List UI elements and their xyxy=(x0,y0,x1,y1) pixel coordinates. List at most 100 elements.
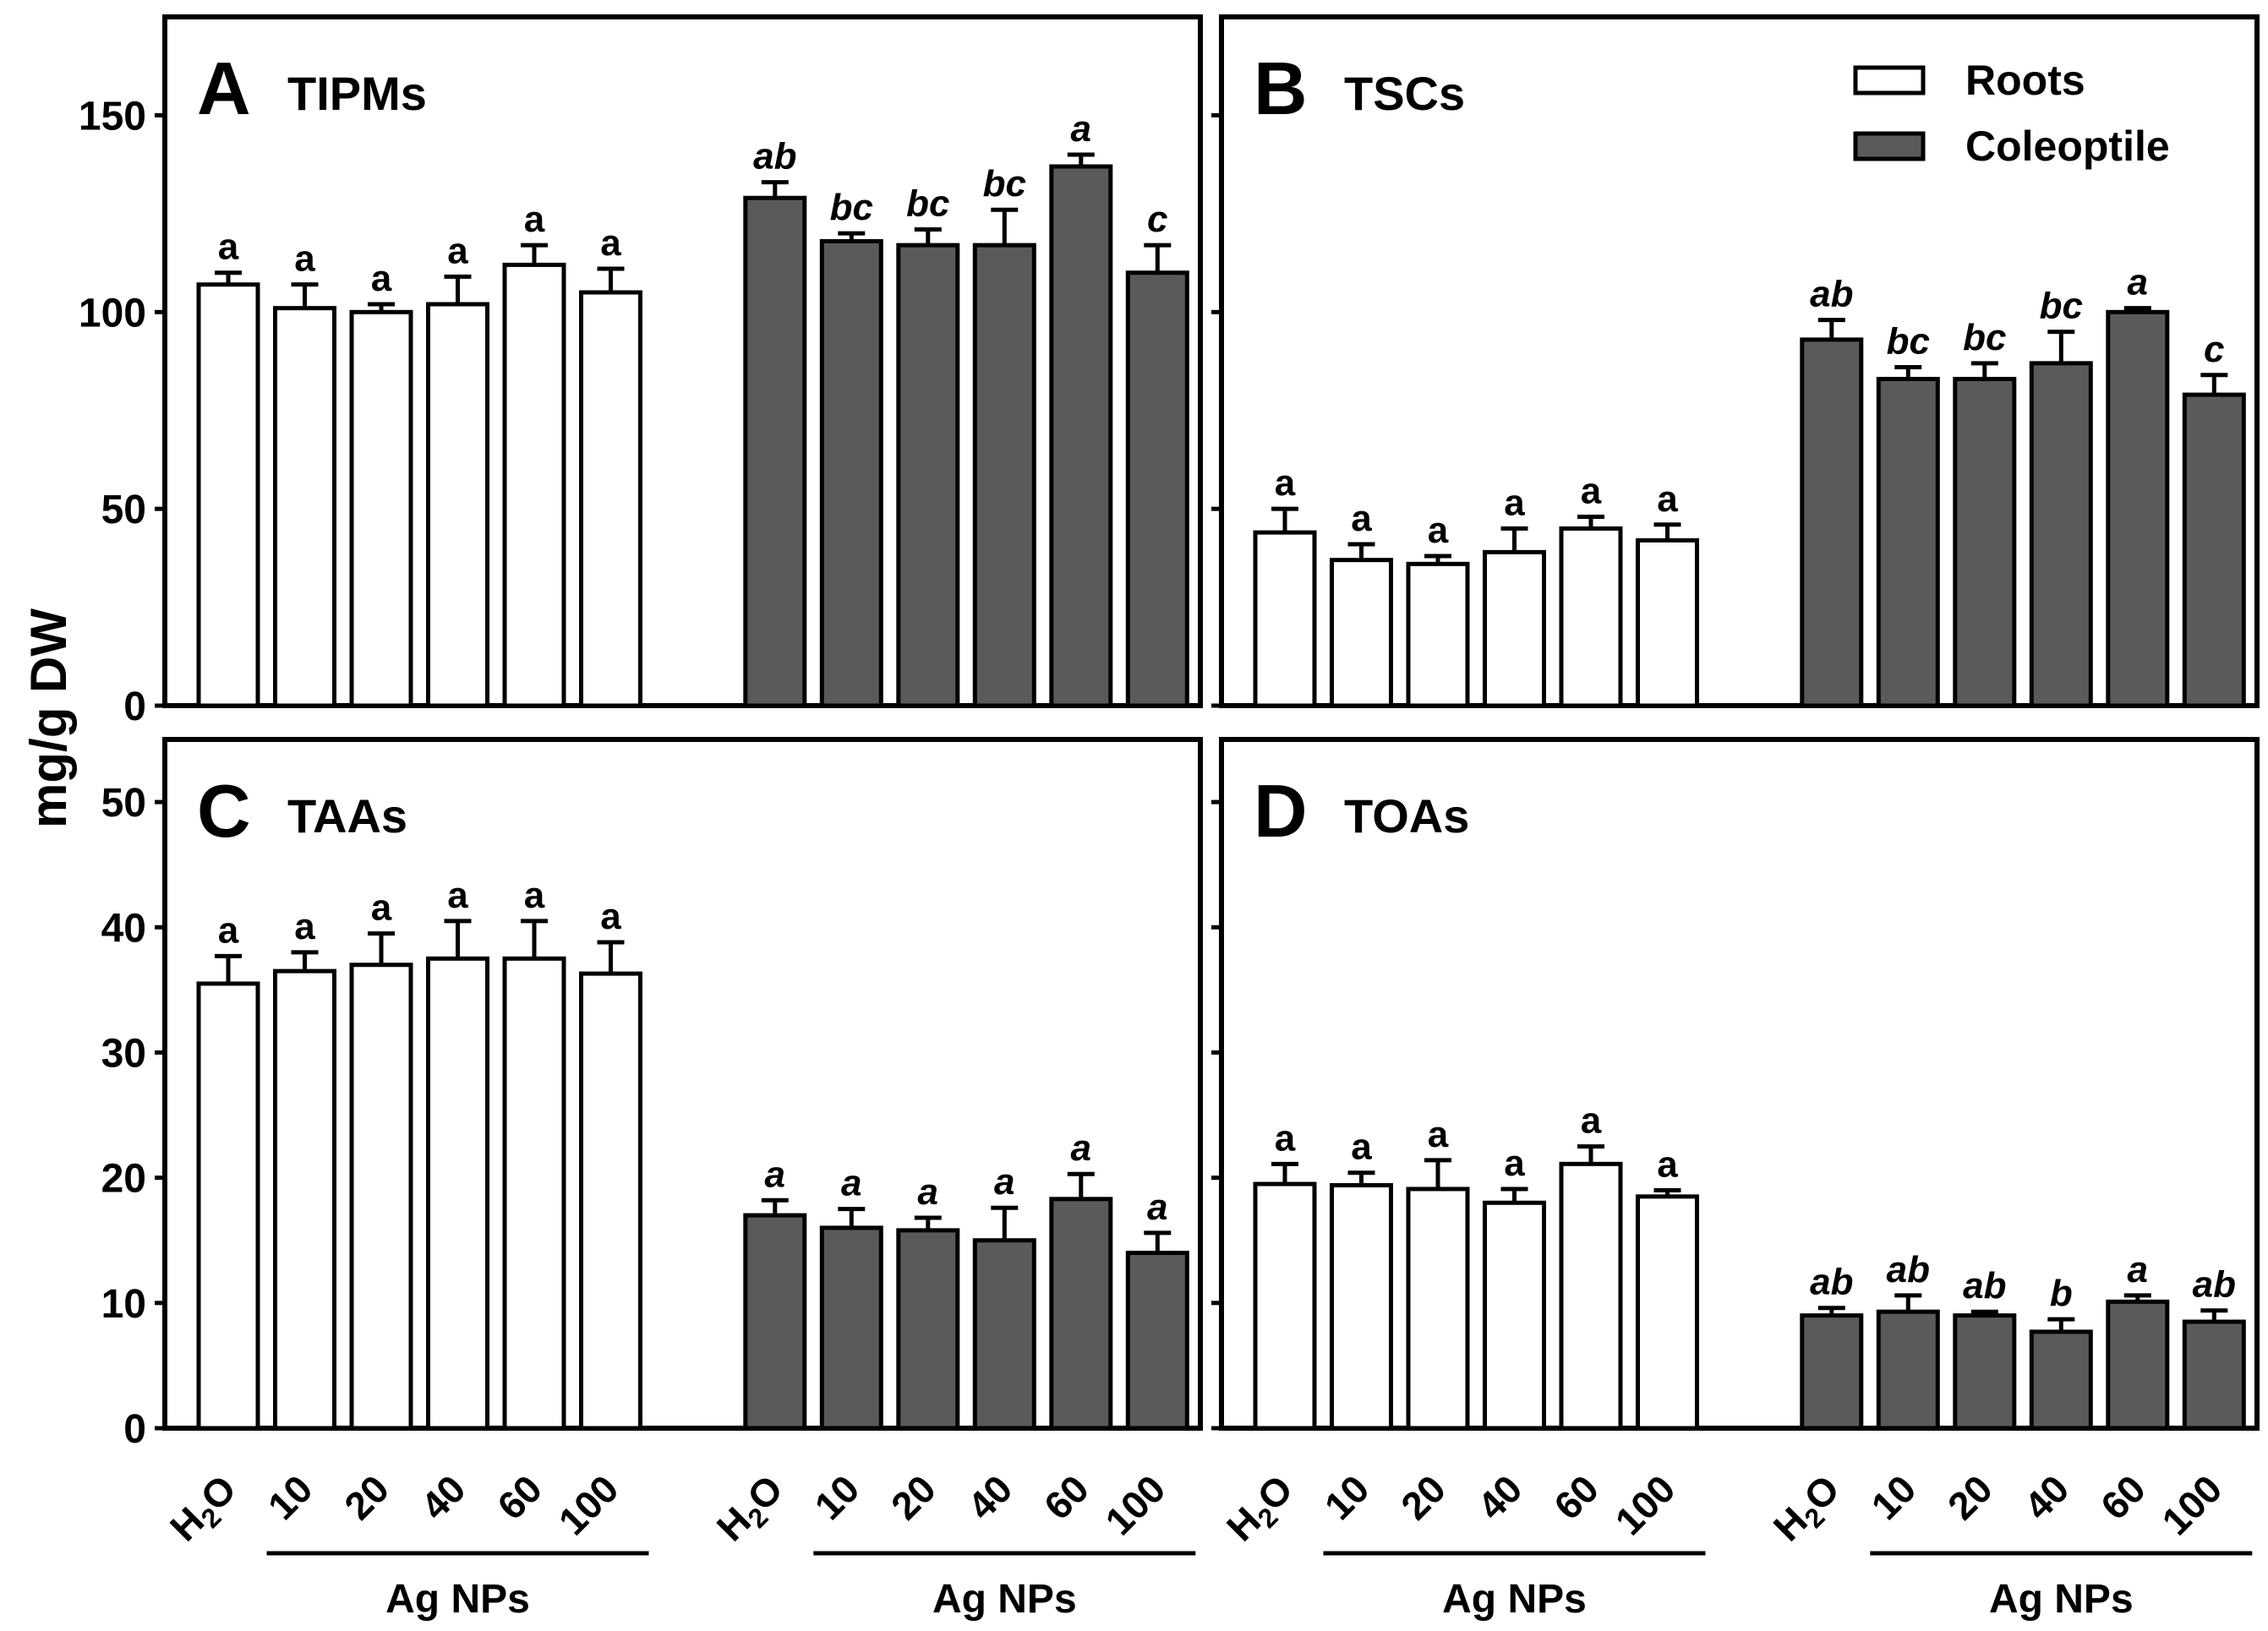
significance-letter: a xyxy=(2128,1249,2148,1290)
x-tick-label: 40 xyxy=(959,1466,1020,1528)
significance-letter: a xyxy=(841,1163,861,1204)
bar-coleoptile-4 xyxy=(2106,1299,2170,1431)
bar-coleoptile-0 xyxy=(1800,1313,1864,1431)
x-tick-label: 40 xyxy=(2015,1466,2077,1528)
y-tick-label: 100 xyxy=(79,291,146,335)
legend-label-coleoptile: Coleoptile xyxy=(1965,123,2170,170)
significance-letter: a xyxy=(1275,1117,1296,1159)
bar-roots-1 xyxy=(273,306,336,708)
bar-roots-5 xyxy=(579,290,642,708)
bar-coleoptile-5 xyxy=(2182,392,2246,708)
y-tick-label: 40 xyxy=(101,906,146,951)
significance-letter: a xyxy=(994,1161,1014,1203)
significance-letter: a xyxy=(600,896,621,937)
bar-roots-5 xyxy=(579,971,642,1431)
significance-letter: a xyxy=(918,1171,938,1213)
bar-coleoptile-2 xyxy=(1953,376,2017,708)
x-tick-label: 10 xyxy=(1316,1466,1378,1528)
bar-coleoptile-0 xyxy=(743,195,807,708)
significance-letter: a xyxy=(1428,510,1449,551)
significance-letter: a xyxy=(524,199,545,240)
significance-letter: a xyxy=(524,875,545,916)
panel-frame xyxy=(162,14,1203,708)
significance-letter: bc xyxy=(1887,320,1930,362)
panel-title: TAAs xyxy=(287,789,407,843)
significance-letter: a xyxy=(447,230,468,271)
group-label: Ag NPs xyxy=(1442,1577,1587,1622)
significance-letter: bc xyxy=(983,163,1026,205)
bar-roots-1 xyxy=(273,968,336,1431)
bar-coleoptile-4 xyxy=(1049,164,1113,708)
significance-letter: a xyxy=(1504,482,1525,523)
significance-letter: a xyxy=(600,222,621,264)
bar-roots-0 xyxy=(196,282,260,708)
legend-label-roots: Roots xyxy=(1965,57,2085,104)
group-label: Ag NPs xyxy=(1989,1577,2134,1622)
x-tick-label: 60 xyxy=(1036,1466,1097,1528)
significance-letter: a xyxy=(1071,108,1091,150)
x-tick-label: 100 xyxy=(1607,1466,1684,1543)
bar-roots-3 xyxy=(1483,549,1546,708)
bar-coleoptile-4 xyxy=(1049,1197,1113,1431)
significance-letter: bc xyxy=(830,187,873,228)
bar-coleoptile-2 xyxy=(1953,1313,2017,1431)
bar-coleoptile-3 xyxy=(2029,1329,2093,1431)
panel-letter: B xyxy=(1254,46,1308,130)
x-tick-label: 60 xyxy=(489,1466,550,1528)
x-tick-label: 100 xyxy=(1096,1466,1173,1543)
significance-letter: ab xyxy=(753,136,796,177)
bar-coleoptile-4 xyxy=(2106,309,2170,708)
bar-roots-3 xyxy=(426,956,489,1431)
x-tick-label: 100 xyxy=(550,1466,627,1543)
significance-letter: a xyxy=(218,909,239,951)
x-tick-label: 40 xyxy=(1469,1466,1531,1528)
bar-roots-3 xyxy=(1483,1200,1546,1431)
significance-letter: a xyxy=(1504,1143,1525,1184)
bar-roots-5 xyxy=(1636,1194,1699,1431)
legend: Roots Coleoptile xyxy=(1853,57,2170,170)
significance-letter: c xyxy=(2204,329,2224,370)
x-tick-label: H2O xyxy=(1765,1466,1852,1553)
x-tick-label: 10 xyxy=(260,1466,321,1528)
y-tick-label: 50 xyxy=(101,781,146,826)
bar-coleoptile-1 xyxy=(819,238,883,708)
significance-letter: a xyxy=(1351,1126,1372,1168)
significance-letter: bc xyxy=(2040,286,2083,327)
x-tick-label: 40 xyxy=(413,1466,474,1528)
bar-roots-2 xyxy=(1406,1186,1470,1431)
bar-coleoptile-3 xyxy=(972,1238,1036,1431)
bar-coleoptile-5 xyxy=(2182,1319,2246,1431)
significance-letter: a xyxy=(1275,462,1296,504)
y-tick-label: 10 xyxy=(101,1282,146,1327)
x-tick-label: 20 xyxy=(883,1466,944,1528)
bar-coleoptile-2 xyxy=(896,1228,960,1431)
significance-letter: a xyxy=(218,226,239,268)
significance-letter: a xyxy=(1657,1143,1678,1185)
panel-frame xyxy=(1219,14,2260,708)
significance-letter: ab xyxy=(1963,1265,2006,1306)
significance-letter: bc xyxy=(1963,317,2006,358)
bar-coleoptile-3 xyxy=(2029,361,2093,708)
legend-swatch-roots xyxy=(1853,65,1926,95)
significance-letter: b xyxy=(2050,1273,2073,1314)
significance-letter: ab xyxy=(1810,274,1853,315)
bar-coleoptile-1 xyxy=(1876,1309,1940,1431)
panel-frame xyxy=(1219,737,2260,1431)
bar-coleoptile-0 xyxy=(743,1213,807,1431)
significance-letter: a xyxy=(1581,1100,1602,1142)
group-label: Ag NPs xyxy=(932,1577,1077,1622)
bar-roots-0 xyxy=(1253,530,1317,708)
panel-title: TOAs xyxy=(1344,789,1469,843)
group-label: Ag NPs xyxy=(385,1577,530,1622)
bar-roots-0 xyxy=(196,981,260,1431)
y-axis-title: mg/g DW xyxy=(20,608,77,828)
significance-letter: a xyxy=(371,887,392,929)
bar-roots-2 xyxy=(349,309,413,708)
y-tick-label: 50 xyxy=(101,488,146,532)
